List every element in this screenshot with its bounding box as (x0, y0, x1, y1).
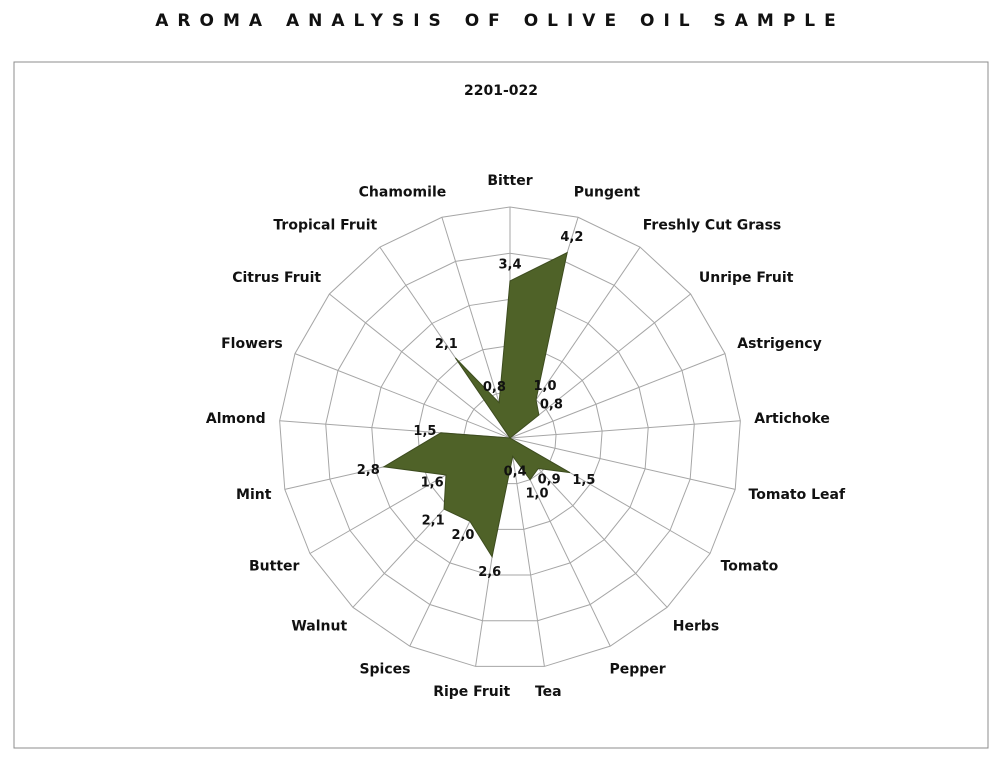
value-label: 4,2 (560, 230, 583, 245)
chart-frame (13, 61, 989, 749)
value-label: 0,9 (538, 473, 561, 488)
category-label: Astrigency (737, 336, 821, 352)
grid-ring (279, 206, 741, 667)
spoke (509, 353, 726, 439)
category-label: Pungent (574, 184, 641, 200)
category-label: Tomato Leaf (749, 487, 846, 503)
category-label: Bitter (487, 173, 532, 189)
category-label: Citrus Fruit (232, 270, 321, 286)
value-label: 1,5 (572, 473, 595, 488)
spoke (509, 293, 691, 439)
category-label: Freshly Cut Grass (643, 218, 781, 234)
data-area (382, 251, 571, 559)
category-label: Ripe Fruit (433, 684, 510, 700)
category-label: Herbs (673, 618, 719, 634)
spoke (509, 437, 736, 490)
category-label: Tropical Fruit (273, 218, 377, 234)
category-label: Spices (359, 662, 410, 678)
value-label: 1,6 (421, 475, 444, 490)
value-label: 2,1 (435, 337, 458, 352)
grid-ring (325, 252, 695, 622)
value-label: 2,1 (422, 513, 445, 528)
value-label: 2,6 (478, 565, 501, 580)
grid-ring (463, 391, 557, 485)
value-label: 0,8 (483, 380, 506, 395)
category-label: Walnut (291, 618, 347, 634)
chart-subtitle: 2201-022 (464, 83, 538, 99)
category-label: Pepper (610, 662, 666, 678)
spoke (441, 217, 511, 439)
value-label: 3,4 (498, 257, 521, 272)
category-label: Mint (236, 487, 272, 503)
category-label: Flowers (221, 336, 283, 352)
spoke (509, 420, 741, 439)
chart-title: AROMA ANALYSIS OF OLIVE OIL SAMPLE (155, 11, 845, 31)
value-label: 1,0 (534, 379, 557, 394)
grid-ring (371, 298, 649, 576)
value-label: 0,4 (504, 465, 527, 480)
value-label: 1,5 (413, 424, 436, 439)
category-label: Unripe Fruit (699, 270, 794, 286)
value-label: 1,0 (525, 487, 548, 502)
value-label: 0,8 (540, 397, 563, 412)
category-label: Almond (206, 411, 266, 427)
category-label: Butter (249, 559, 300, 575)
category-label: Tomato (721, 559, 779, 575)
spoke (329, 293, 511, 439)
value-label: 2,0 (451, 528, 474, 543)
value-label: 2,8 (357, 463, 380, 478)
category-label: Artichoke (754, 411, 830, 427)
category-label: Chamomile (359, 184, 447, 200)
spoke (294, 353, 511, 439)
spoke (509, 437, 545, 667)
grid-ring (417, 345, 603, 530)
category-label: Tea (535, 684, 562, 700)
